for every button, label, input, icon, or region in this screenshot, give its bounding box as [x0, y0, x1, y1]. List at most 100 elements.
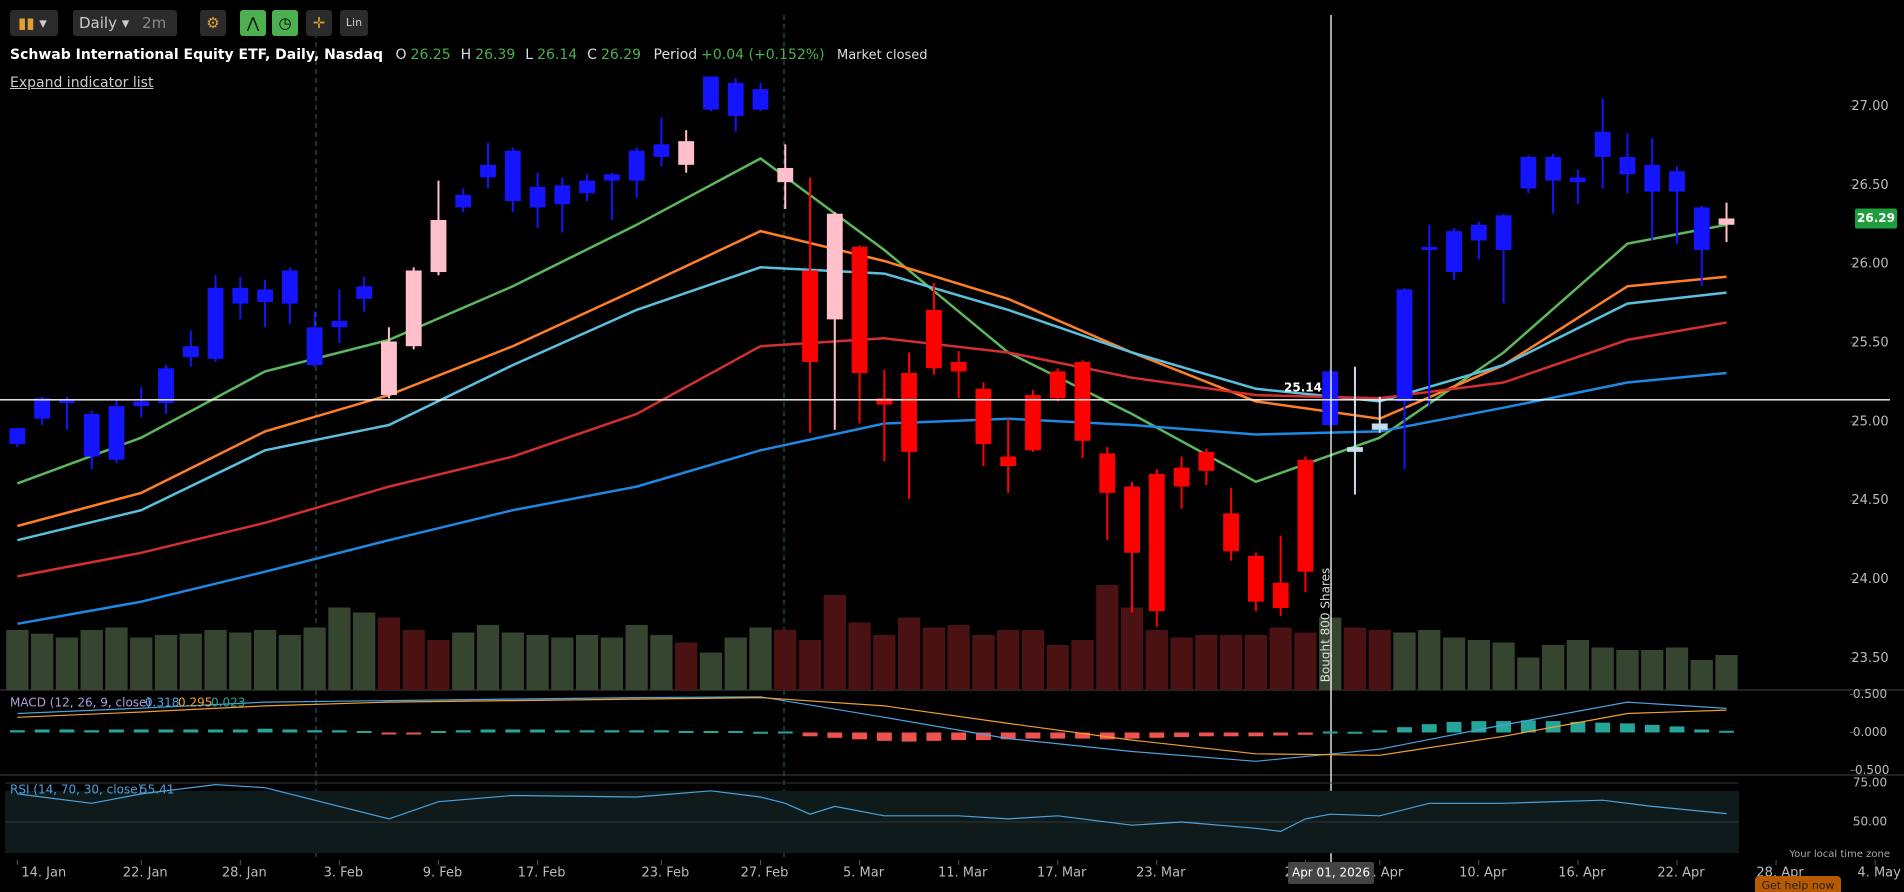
- indicator-button[interactable]: ⋀: [240, 10, 266, 36]
- help-button[interactable]: Get help now: [1761, 879, 1834, 892]
- x-tick-label: 22. Apr: [1657, 866, 1705, 881]
- candle-body: [1074, 361, 1091, 441]
- volume-bar: [105, 627, 128, 690]
- candle-body: [529, 186, 546, 208]
- candle-body: [1421, 246, 1438, 250]
- trade-annotation: Bought 800 Shares: [1319, 568, 1333, 683]
- x-tick-label: 3. Feb: [324, 866, 364, 881]
- volume-bar: [55, 637, 79, 690]
- macd-tick-label: 0.000: [1853, 725, 1887, 739]
- macd-tick-label: -0.500: [1851, 763, 1890, 777]
- macd-histogram-bar: [1570, 721, 1586, 733]
- volume-bar: [675, 642, 698, 690]
- moving-average: [16, 157, 1727, 485]
- macd-histogram-bar: [84, 730, 100, 733]
- candle-body: [1644, 164, 1661, 192]
- macd-histogram-bar: [530, 729, 545, 733]
- macd-histogram-bar: [381, 732, 397, 735]
- volume-bar: [229, 632, 252, 690]
- volume-bar: [130, 637, 153, 690]
- candle-body: [975, 388, 992, 444]
- crosshair-button[interactable]: ✛: [306, 10, 332, 36]
- macd-histogram-bar: [331, 730, 347, 733]
- macd-tick-label: 0.500: [1853, 687, 1887, 701]
- volume-bar: [1393, 632, 1416, 690]
- candle-body: [381, 341, 397, 396]
- candle-body: [1025, 395, 1041, 451]
- interval-select[interactable]: Daily ▾ 2m: [73, 10, 177, 36]
- candle-body: [1148, 473, 1165, 612]
- volume-bar: [1046, 645, 1069, 690]
- macd-value: 0.318: [145, 696, 179, 710]
- candle-body: [1495, 215, 1512, 250]
- volume-bar: [1319, 617, 1342, 690]
- macd-histogram-bar: [133, 729, 149, 733]
- candle-body: [1520, 156, 1537, 189]
- y-tick-label: 26.50: [1851, 178, 1888, 193]
- x-tick-label: 5. Mar: [843, 866, 885, 881]
- macd-histogram-bar: [1025, 732, 1041, 739]
- volume-bar: [922, 627, 946, 690]
- x-tick-label: 6. Apr: [1364, 866, 1404, 881]
- volume-bar: [80, 630, 103, 690]
- volume-bar: [774, 630, 797, 690]
- macd-histogram-bar: [1223, 732, 1239, 737]
- candle-body: [554, 185, 571, 205]
- chart-type-button[interactable]: ▮▮ ▾: [10, 10, 58, 36]
- candle-body: [579, 180, 596, 194]
- candle-body: [1718, 218, 1735, 225]
- macd-histogram-bar: [1471, 721, 1487, 733]
- volume-bar: [947, 625, 970, 690]
- candle-body: [83, 414, 100, 457]
- volume-bar: [823, 595, 846, 690]
- volume-bar: [1492, 642, 1515, 690]
- macd-histogram-bar: [356, 730, 372, 733]
- moving-average: [17, 229, 1727, 528]
- macd-histogram-bar: [1397, 727, 1412, 733]
- ohlc-value: 26.25: [410, 47, 451, 63]
- volume-bar: [1591, 647, 1614, 690]
- macd-histogram-bar: [480, 729, 496, 733]
- candle-body: [1000, 456, 1017, 467]
- volume-bar: [1566, 640, 1590, 690]
- macd-histogram-bar: [1124, 732, 1140, 739]
- macd-histogram-bar: [1297, 732, 1313, 735]
- volume-bar: [476, 625, 500, 690]
- macd-histogram-bar: [109, 729, 124, 733]
- candle-body: [1247, 555, 1264, 602]
- macd-title: MACD (12, 26, 9, close): [10, 696, 151, 710]
- x-tick-label: 23. Feb: [641, 866, 689, 881]
- expand-indicators[interactable]: Expand indicator list: [10, 75, 154, 91]
- macd-macd-line: [17, 696, 1727, 762]
- volume-bar: [1071, 640, 1094, 690]
- candle-body: [802, 270, 818, 362]
- x-tick-label: 23. Mar: [1136, 866, 1186, 881]
- candle-body: [1594, 131, 1611, 157]
- macd-histogram-bar: [1322, 731, 1338, 734]
- volume-bar: [154, 635, 178, 690]
- macd-histogram-bar: [1694, 729, 1710, 733]
- macd-histogram-bar: [1669, 726, 1685, 733]
- x-tick-label: 27. Feb: [741, 866, 789, 881]
- macd-histogram-bar: [455, 730, 471, 733]
- scale-button[interactable]: Lin: [340, 10, 368, 36]
- candle-body: [950, 361, 967, 372]
- macd-histogram-bar: [1198, 732, 1214, 737]
- ohlc-value: 26.39: [475, 47, 516, 63]
- ohlc-label: L: [525, 47, 534, 63]
- candle-body: [430, 220, 447, 273]
- volume-bar: [1145, 630, 1168, 690]
- settings-button[interactable]: ⚙: [200, 10, 226, 36]
- instrument-title: Schwab International Equity ETF, Daily, …: [10, 47, 384, 63]
- volume-bar: [1021, 630, 1045, 690]
- last-price-label: 26.29: [1857, 211, 1895, 225]
- ohlc-value: 26.29: [600, 47, 642, 63]
- candle-body: [1446, 231, 1462, 273]
- candle-body: [628, 150, 645, 181]
- rsi-tick-label: 75.00: [1853, 775, 1887, 789]
- clock-button[interactable]: ◷: [272, 10, 298, 36]
- volume-bar: [1517, 657, 1540, 690]
- volume-bar: [501, 632, 524, 690]
- candle-body: [1619, 156, 1636, 175]
- candle-body: [653, 144, 670, 157]
